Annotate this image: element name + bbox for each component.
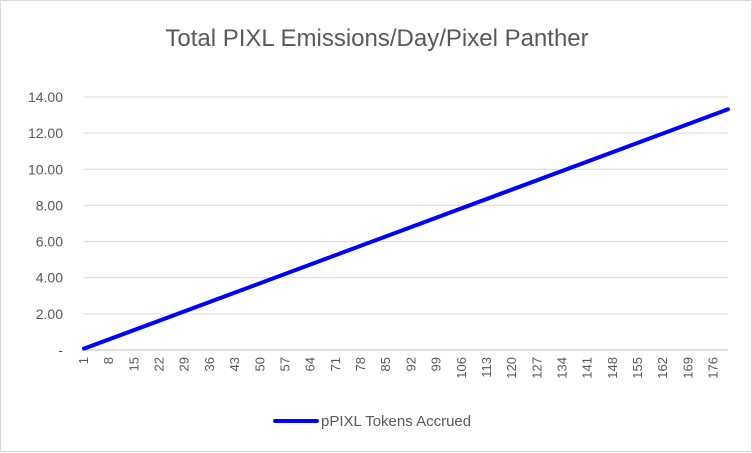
x-tick-label: 43: [227, 357, 242, 371]
x-tick-label: 8: [101, 357, 116, 364]
y-tick-label: -: [58, 342, 63, 358]
chart-title: Total PIXL Emissions/Day/Pixel Panther: [165, 25, 588, 52]
x-tick-label: 1: [76, 357, 91, 364]
x-tick-label: 155: [630, 357, 645, 379]
x-tick-label: 22: [152, 357, 167, 371]
y-tick-label: 14.00: [28, 89, 63, 105]
x-tick-label: 57: [277, 357, 292, 371]
x-tick-label: 85: [378, 357, 393, 371]
x-tick-label: 64: [303, 357, 318, 371]
y-tick-label: 10.00: [28, 161, 63, 177]
x-axis-ticks: 1 8 15 22 29 36 43 50 57 64 71 78 85 92 99 106 113 120 127…: [76, 357, 721, 379]
x-tick-label: 71: [328, 357, 343, 371]
series-line: [82, 107, 730, 351]
x-tick-label: 50: [252, 357, 267, 371]
x-tick-label: 99: [429, 357, 444, 371]
x-tick-label: 106: [454, 357, 469, 379]
x-tick-label: 127: [529, 357, 544, 379]
y-axis-ticks: - 2.00 4.00 6.00 8.00 10.00 12.00 14.00: [28, 89, 63, 358]
x-tick-label: 162: [655, 357, 670, 379]
x-tick-label: 148: [605, 357, 620, 379]
x-tick-label: 113: [479, 357, 494, 378]
x-tick-label: 36: [202, 357, 217, 371]
x-tick-label: 141: [580, 357, 595, 379]
series-lines: [82, 107, 730, 351]
y-tick-label: 6.00: [36, 234, 63, 250]
y-tick-label: 2.00: [36, 306, 63, 322]
x-tick-label: 92: [403, 357, 418, 371]
y-tick-label: 12.00: [28, 125, 63, 141]
legend: pPIXL Tokens Accrued: [273, 413, 471, 430]
x-tick-label: 29: [177, 357, 192, 371]
x-tick-label: 120: [504, 357, 519, 379]
x-tick-label: 15: [126, 357, 141, 371]
legend-label: pPIXL Tokens Accrued: [321, 413, 471, 430]
y-tick-label: 8.00: [36, 197, 63, 213]
x-tick-label: 78: [353, 357, 368, 371]
x-tick-label: 169: [680, 357, 695, 379]
x-tick-label: 134: [555, 357, 570, 379]
x-tick-label: 176: [706, 357, 721, 379]
gridlines: [84, 96, 728, 351]
y-tick-label: 4.00: [36, 270, 63, 286]
